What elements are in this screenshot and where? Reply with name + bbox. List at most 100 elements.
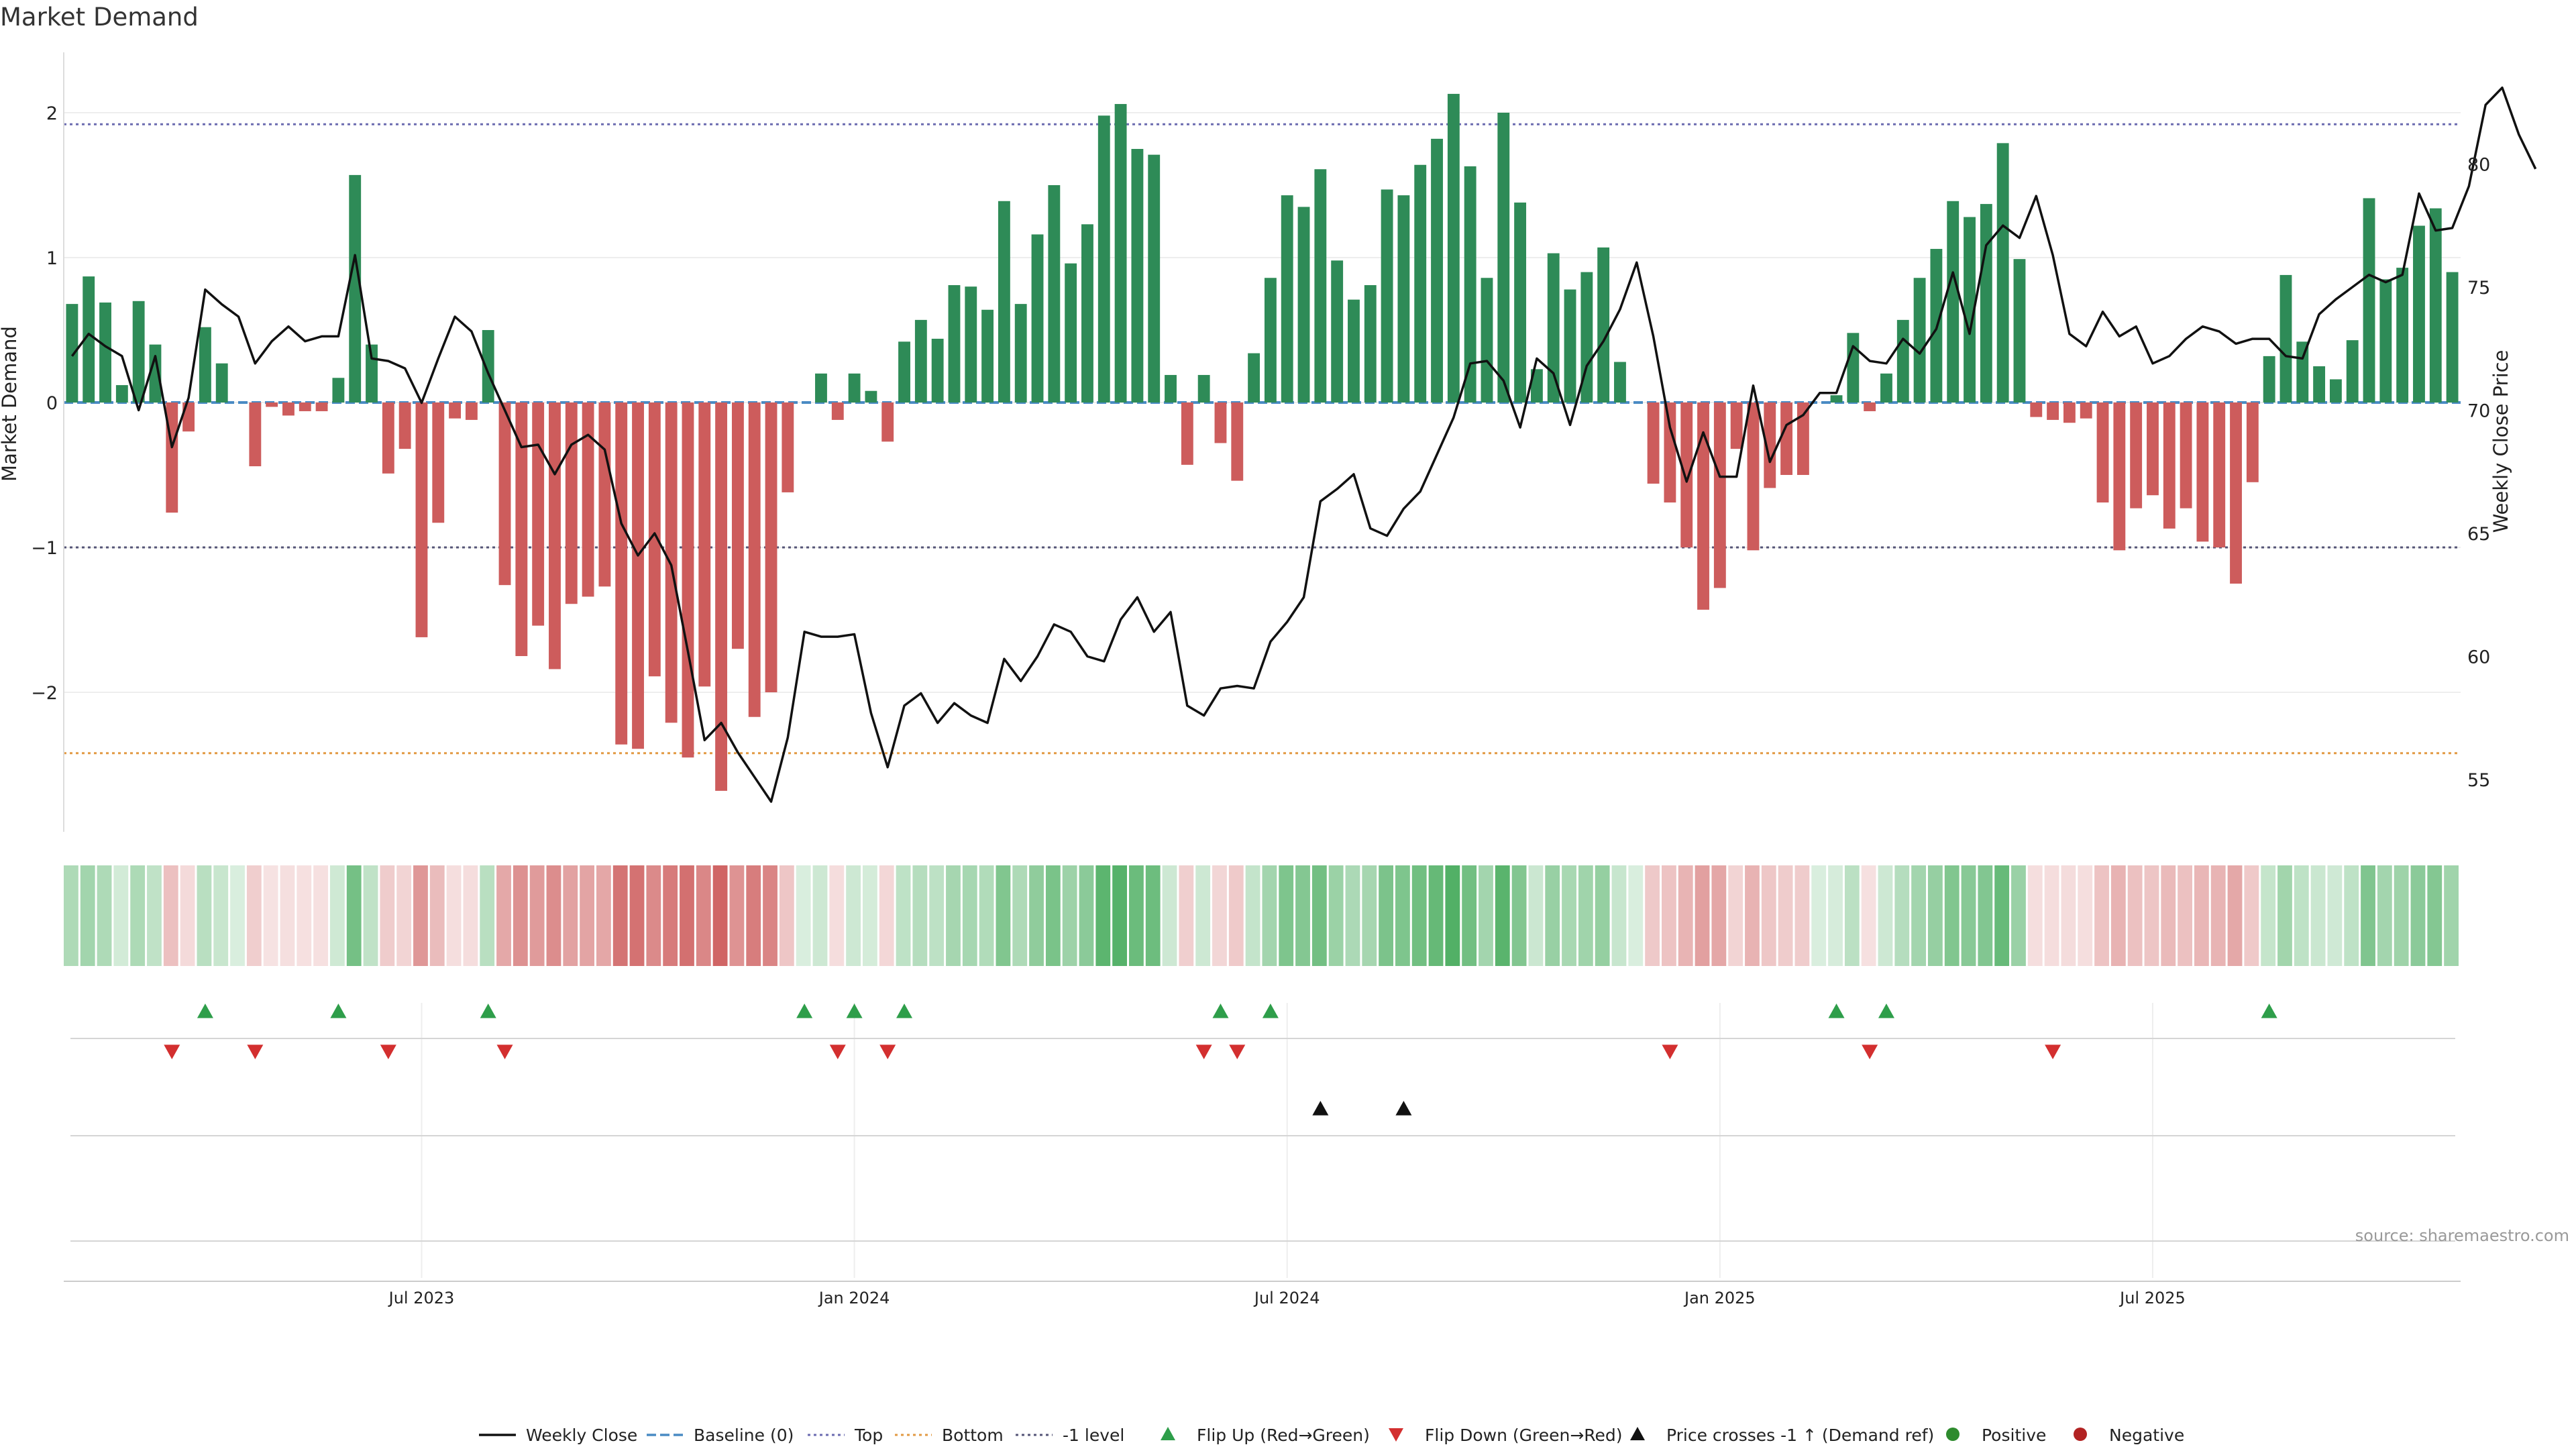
legend-label: -1 level [1063, 1426, 1124, 1445]
demand-bar [815, 373, 827, 402]
legend-symbol [1161, 1427, 1175, 1440]
demand-bar [1331, 260, 1344, 402]
demand-bar [498, 402, 511, 586]
demand-bar [2047, 402, 2059, 420]
demand-bar [615, 402, 628, 745]
heat-cell [1362, 865, 1377, 966]
heat-cell [1511, 865, 1527, 966]
heat-cell [263, 865, 278, 966]
heat-cell [1894, 865, 1910, 966]
demand-bar [1065, 263, 1077, 402]
heat-cell [313, 865, 328, 966]
heat-cell [912, 865, 928, 966]
heat-cell [1745, 865, 1760, 966]
demand-bar [1014, 304, 1027, 402]
heat-cell [1578, 865, 1593, 966]
demand-bar [1796, 402, 1809, 475]
heat-cell [929, 865, 945, 966]
heat-cell [180, 865, 195, 966]
flip-down-marker [2045, 1044, 2061, 1059]
demand-bar [2080, 402, 2092, 419]
demand-bar [2379, 279, 2392, 402]
heat-cell [1245, 865, 1260, 966]
demand-bar [748, 402, 761, 717]
heat-cell [1395, 865, 1410, 966]
demand-bar [2246, 402, 2259, 482]
demand-bar [715, 402, 728, 791]
heat-cell [2227, 865, 2243, 966]
heat-cell [429, 865, 445, 966]
demand-bar [2013, 259, 2026, 402]
flip-up-marker [2261, 1004, 2277, 1018]
price-cross-marker [1312, 1101, 1329, 1116]
demand-bar [632, 402, 644, 749]
demand-bar [1996, 143, 2009, 403]
heat-cell [213, 865, 229, 966]
heat-cell [2310, 865, 2326, 966]
heat-cell [1611, 865, 1627, 966]
heat-cell [680, 865, 694, 966]
heat-cell [346, 865, 362, 966]
y2-axis-label: Weekly Close Price [2489, 350, 2512, 533]
demand-bar [1514, 202, 1527, 402]
demand-bar [1747, 402, 1760, 551]
heat-cell [1295, 865, 1310, 966]
demand-bar [2163, 402, 2176, 529]
flip-up-marker [1878, 1004, 1894, 1018]
y-tick-label: −1 [31, 538, 58, 559]
demand-bar [2030, 402, 2043, 417]
demand-bar [249, 402, 262, 467]
heat-cell [796, 865, 811, 966]
heat-cell [846, 865, 861, 966]
heat-cell [1595, 865, 1610, 966]
y2-tick-label: 80 [2467, 155, 2490, 176]
flip-down-marker [164, 1044, 180, 1059]
demand-bar [682, 402, 694, 758]
demand-bar [99, 302, 111, 402]
heat-cell [1311, 865, 1327, 966]
demand-bar [282, 402, 294, 416]
x-tick-label: Jan 2024 [818, 1289, 890, 1307]
demand-bar [432, 402, 445, 523]
heat-cell [1479, 865, 1493, 966]
flip-down-marker [879, 1044, 896, 1059]
demand-bar [648, 402, 661, 677]
heat-cell [1994, 865, 2010, 966]
demand-bar [449, 402, 462, 419]
demand-bar [1031, 234, 1044, 402]
heat-cell [64, 865, 78, 966]
heat-cell [2110, 865, 2126, 966]
heat-cell [2261, 865, 2276, 966]
demand-bar [1314, 169, 1327, 403]
price-cross-marker [1395, 1101, 1412, 1116]
demand-bar [132, 301, 145, 402]
demand-bar [2279, 274, 2292, 402]
heat-cell [1179, 865, 1194, 966]
heat-cell [1212, 865, 1227, 966]
heat-cell [80, 865, 95, 966]
heat-cell [1695, 865, 1710, 966]
heat-cell [1645, 865, 1660, 966]
heat-cell [2061, 865, 2076, 966]
weekly-close-line-group [70, 86, 2537, 803]
demand-bar [598, 402, 611, 587]
y-tick-label: 1 [46, 248, 58, 269]
heat-cell [863, 865, 877, 966]
demand-bar [299, 402, 311, 411]
heat-cell [480, 865, 495, 966]
demand-bar [2346, 340, 2359, 402]
heat-cell [1662, 865, 1676, 966]
heat-cell [2344, 865, 2359, 966]
heat-cell [1129, 865, 1144, 966]
flip-down-marker [1662, 1044, 1678, 1059]
demand-bar [1165, 374, 1177, 402]
heat-cell [546, 865, 561, 966]
y2-tick-label: 70 [2467, 401, 2490, 422]
y-tick-label: 2 [46, 103, 58, 124]
demand-bar [2429, 208, 2442, 402]
heat-cell [1112, 865, 1127, 966]
heat-cell [1911, 865, 1926, 966]
demand-bar [698, 402, 711, 687]
demand-bar [1497, 113, 1510, 402]
heat-cell [1095, 865, 1111, 966]
